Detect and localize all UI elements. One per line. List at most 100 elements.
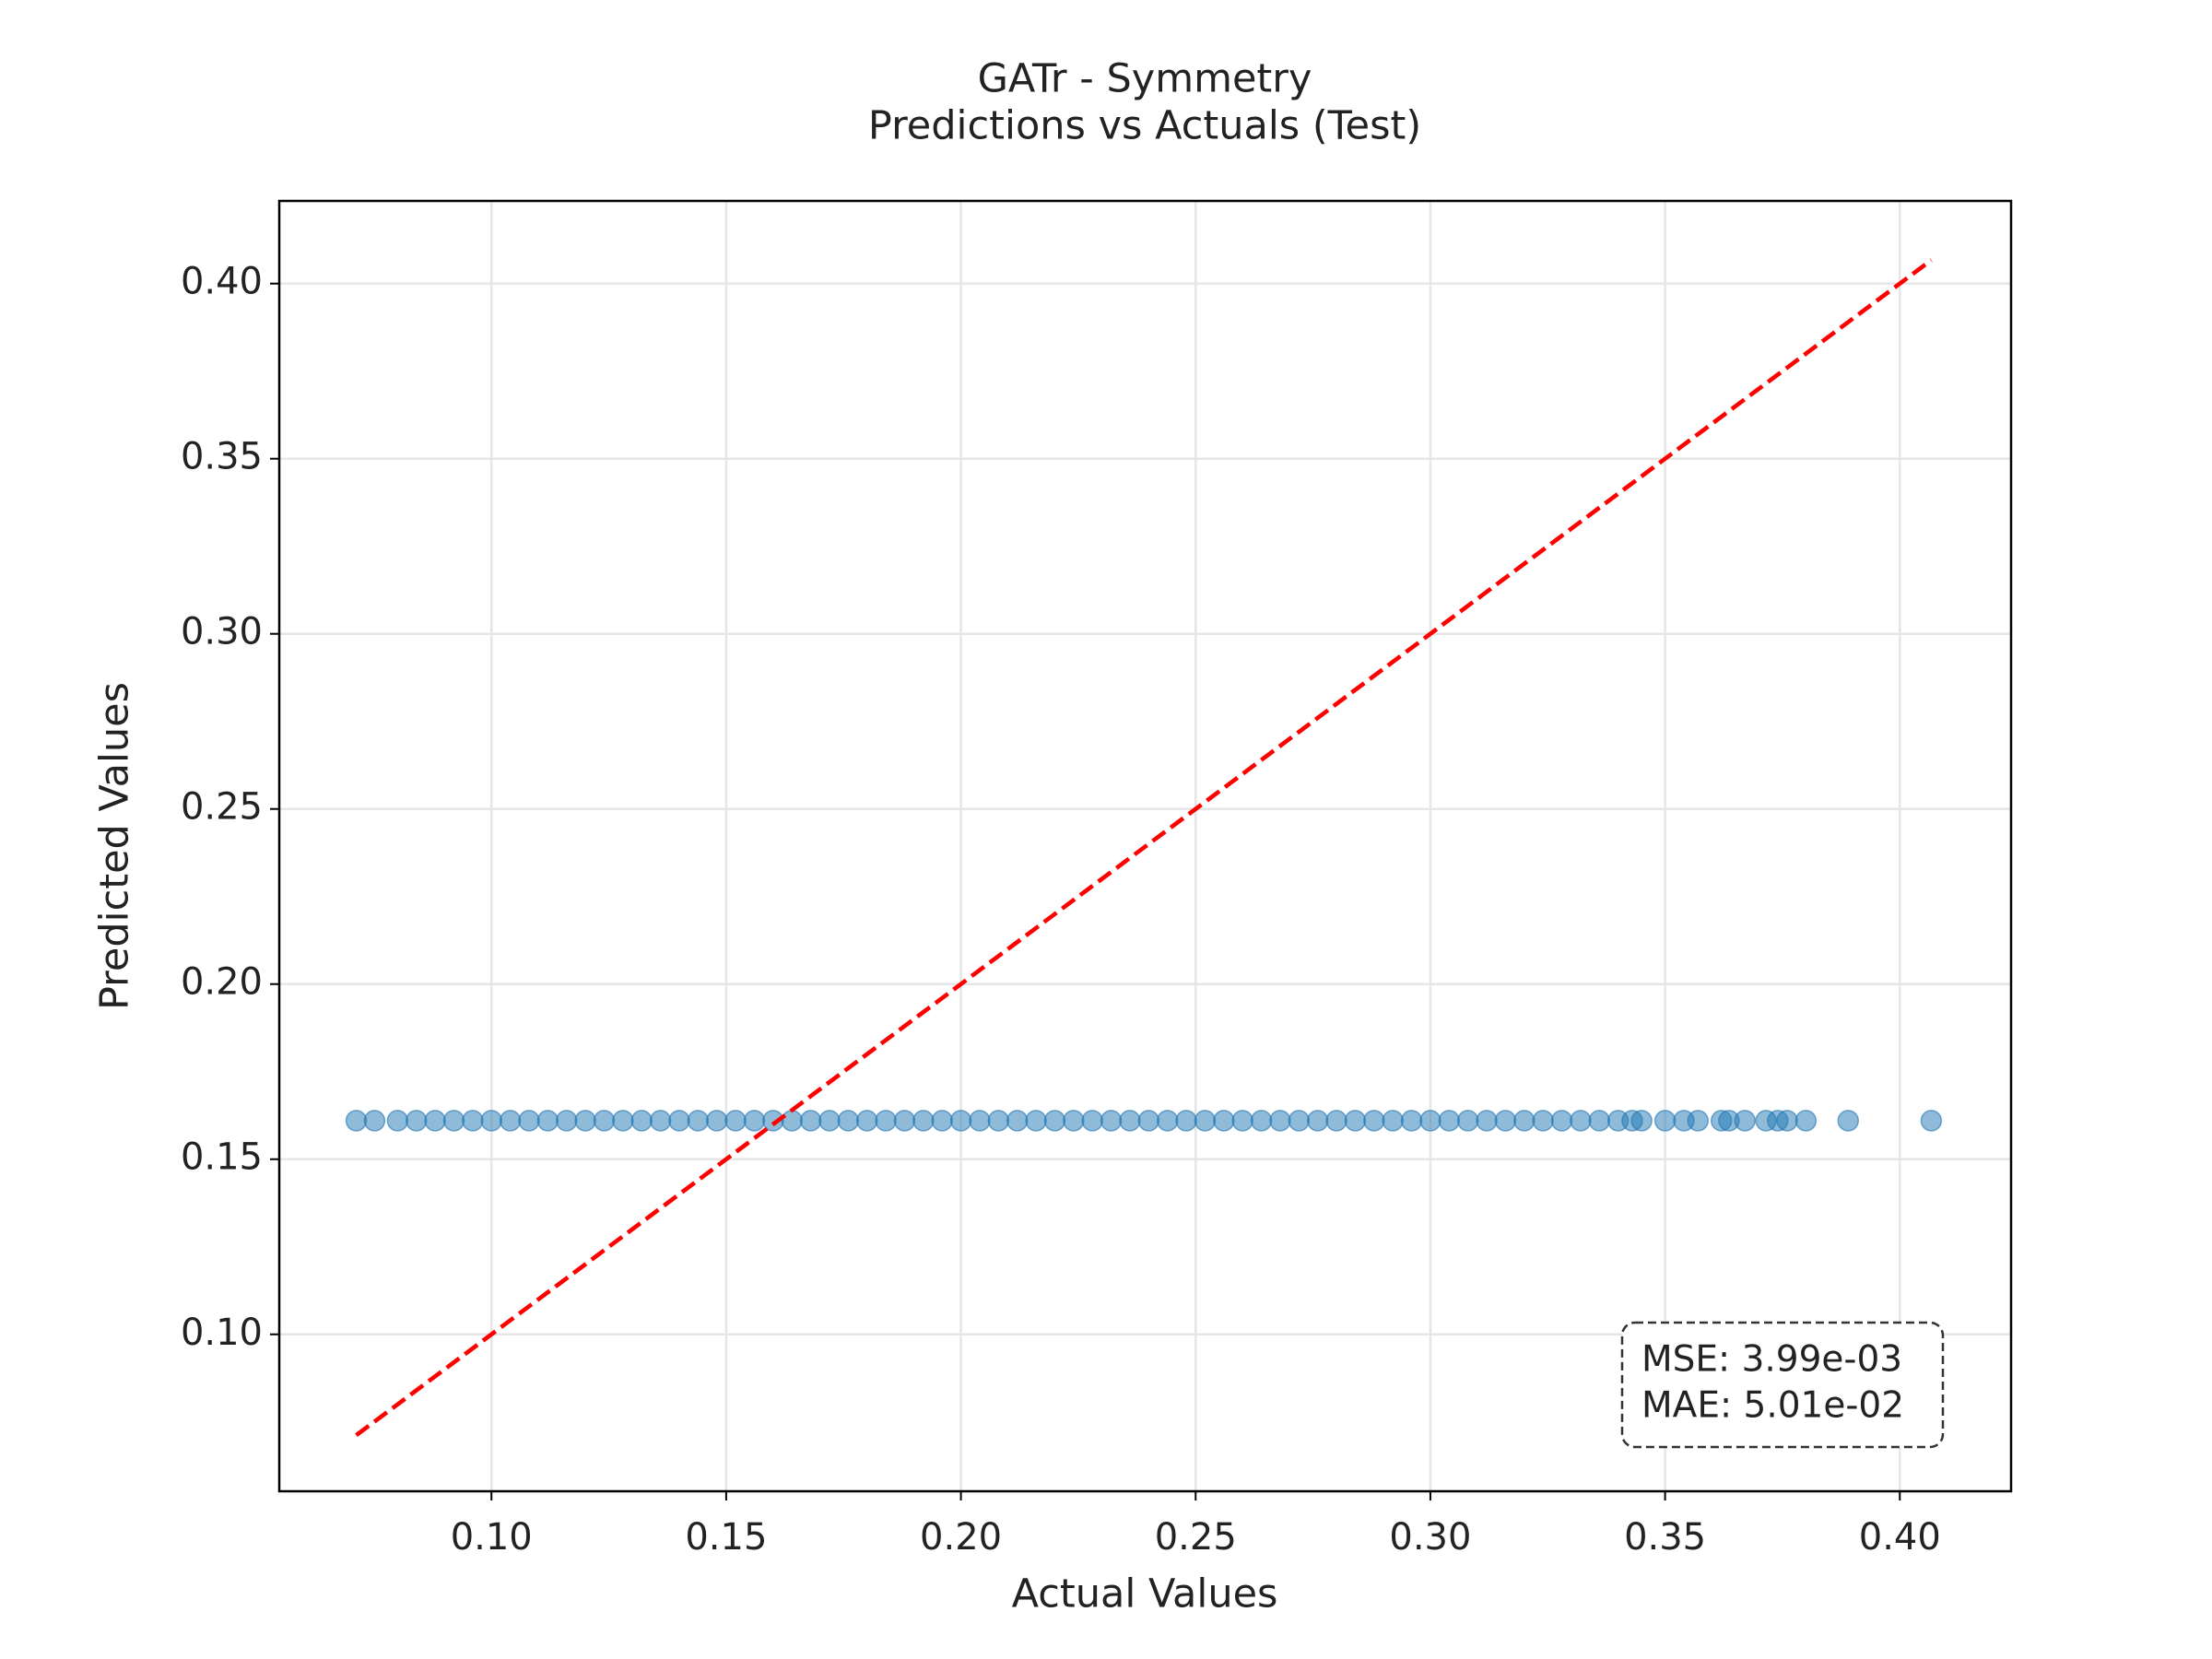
point (1231, 1110, 1253, 1132)
point (480, 1110, 502, 1132)
point (1306, 1110, 1329, 1132)
point (949, 1110, 972, 1132)
point (593, 1110, 616, 1132)
point (969, 1110, 991, 1132)
point (1119, 1110, 1141, 1132)
point (363, 1110, 386, 1132)
x-tick-label: 0.35 (1624, 1516, 1706, 1559)
point (818, 1110, 841, 1132)
scatter-series (345, 1110, 1943, 1132)
x-tick-label: 0.40 (1859, 1516, 1941, 1559)
point (724, 1110, 747, 1132)
point (424, 1110, 446, 1132)
point (1438, 1110, 1461, 1132)
point (705, 1110, 728, 1132)
point (1288, 1110, 1311, 1132)
point (1137, 1110, 1160, 1132)
chart-subtitle: Predictions vs Actuals (Test) (868, 103, 1421, 149)
x-tick-label: 0.25 (1155, 1516, 1237, 1559)
point (1920, 1110, 1943, 1132)
point (1325, 1110, 1347, 1132)
point (912, 1110, 935, 1132)
point (1513, 1110, 1535, 1132)
point (743, 1110, 766, 1132)
point (1063, 1110, 1085, 1132)
metric-text: MSE: 3.99e-03 (1641, 1339, 1902, 1381)
point (1100, 1110, 1123, 1132)
point (687, 1110, 710, 1132)
x-tick-label: 0.30 (1389, 1516, 1471, 1559)
point (1630, 1110, 1653, 1132)
point (1532, 1110, 1554, 1132)
point (1175, 1110, 1197, 1132)
point (1494, 1110, 1517, 1132)
point (649, 1110, 672, 1132)
point (630, 1110, 653, 1132)
point (987, 1110, 1010, 1132)
point (1476, 1110, 1498, 1132)
chart-title: GATr - Symmetry (978, 56, 1312, 102)
point (1382, 1110, 1404, 1132)
y-tick-label: 0.20 (181, 961, 263, 1004)
reference-line (355, 258, 1933, 1438)
point (799, 1110, 822, 1132)
point (1776, 1110, 1798, 1132)
point (668, 1110, 690, 1132)
point (837, 1110, 860, 1132)
point (1653, 1110, 1677, 1132)
point (555, 1110, 578, 1132)
y-tick-label: 0.30 (181, 611, 263, 653)
point (1734, 1110, 1756, 1132)
point (1400, 1110, 1423, 1132)
point (1156, 1110, 1179, 1132)
point (1419, 1110, 1441, 1132)
x-tick-label: 0.15 (685, 1516, 767, 1559)
metrics-box (1620, 1321, 1945, 1449)
y-tick-label: 0.35 (181, 436, 263, 478)
y-tick-label: 0.40 (181, 261, 263, 303)
point (1570, 1110, 1592, 1132)
point (442, 1110, 465, 1132)
x-axis-label: Actual Values (1012, 1571, 1278, 1618)
point (1269, 1110, 1291, 1132)
point (855, 1110, 878, 1132)
point (462, 1110, 484, 1132)
point (1043, 1110, 1066, 1132)
plot-frame (277, 199, 2013, 1493)
point (875, 1110, 897, 1132)
point (1194, 1110, 1217, 1132)
point (1250, 1110, 1273, 1132)
point (1213, 1110, 1235, 1132)
point (781, 1110, 803, 1132)
point (1363, 1110, 1385, 1132)
point (1837, 1110, 1860, 1132)
point (1588, 1110, 1611, 1132)
point (1006, 1110, 1029, 1132)
point (536, 1110, 559, 1132)
point (931, 1110, 953, 1132)
point (574, 1110, 596, 1132)
point (1456, 1110, 1479, 1132)
point (499, 1110, 522, 1132)
point (518, 1110, 540, 1132)
y-tick-label: 0.15 (181, 1136, 263, 1179)
point (893, 1110, 916, 1132)
x-tick-label: 0.10 (451, 1516, 533, 1559)
y-tick-label: 0.10 (181, 1312, 263, 1354)
point (1025, 1110, 1047, 1132)
point (1550, 1110, 1573, 1132)
point (1081, 1110, 1103, 1132)
y-axis-label: Predicted Values (92, 682, 138, 1010)
point (345, 1110, 368, 1132)
metric-text: MAE: 5.01e-02 (1641, 1385, 1904, 1427)
point (386, 1110, 409, 1132)
point (1794, 1110, 1818, 1132)
y-tick-label: 0.25 (181, 786, 263, 829)
point (405, 1110, 428, 1132)
point (1687, 1110, 1710, 1132)
x-tick-label: 0.20 (920, 1516, 1002, 1559)
point (612, 1110, 634, 1132)
point (1344, 1110, 1367, 1132)
